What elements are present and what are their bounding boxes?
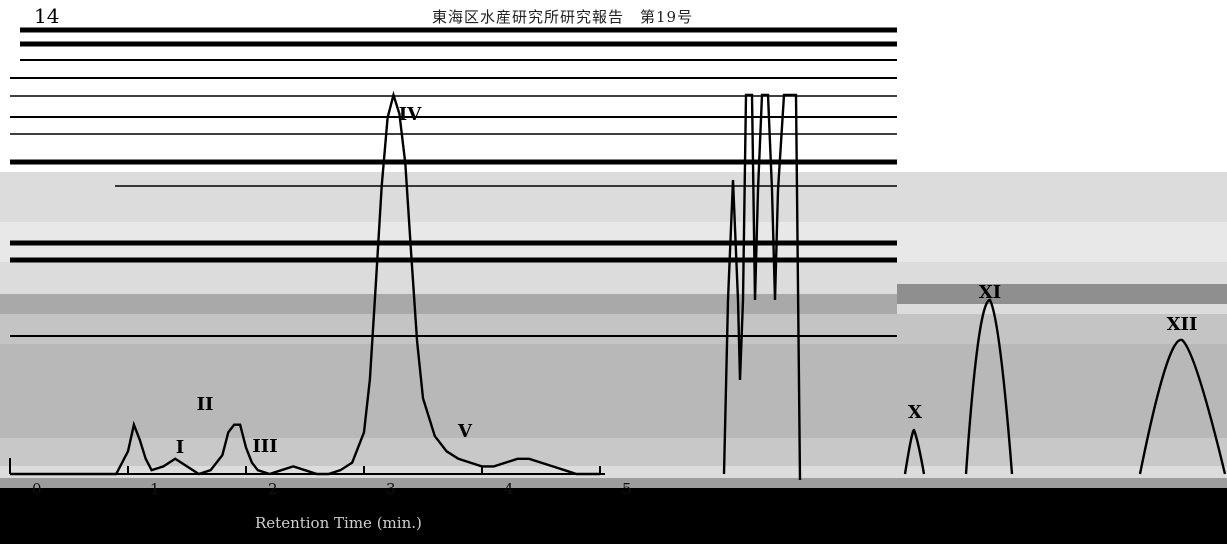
- x-tick-label: 4: [504, 480, 514, 498]
- x-tick-label: 5: [622, 480, 632, 498]
- chromatogram-trace: [10, 90, 600, 476]
- late-peaks-trace: [722, 93, 1227, 481]
- peak-label-ii: II: [197, 394, 214, 415]
- x-tick-label: 3: [386, 480, 396, 498]
- peak-label-x: X: [908, 402, 922, 423]
- peak-label-xii: XII: [1167, 314, 1198, 335]
- peak-label-xi: XI: [979, 282, 1001, 303]
- peak-label-iii: III: [252, 436, 277, 457]
- peak-label-i: I: [176, 437, 184, 458]
- x-tick-label: 2: [268, 480, 278, 498]
- peak-label-v: V: [457, 421, 473, 442]
- page-number: 14: [34, 4, 60, 28]
- page-header: 東海区水産研究所研究報告 第19号: [432, 8, 694, 26]
- x-axis-label: Retention Time (min.): [255, 514, 422, 532]
- x-tick-label: 0: [32, 480, 42, 498]
- x-axis-ticks: 0 1 2 3 4 5: [9, 466, 632, 498]
- scan-streaks: [10, 27, 897, 337]
- peak-label-iv: IV: [399, 104, 422, 125]
- x-tick-label: 1: [150, 480, 160, 498]
